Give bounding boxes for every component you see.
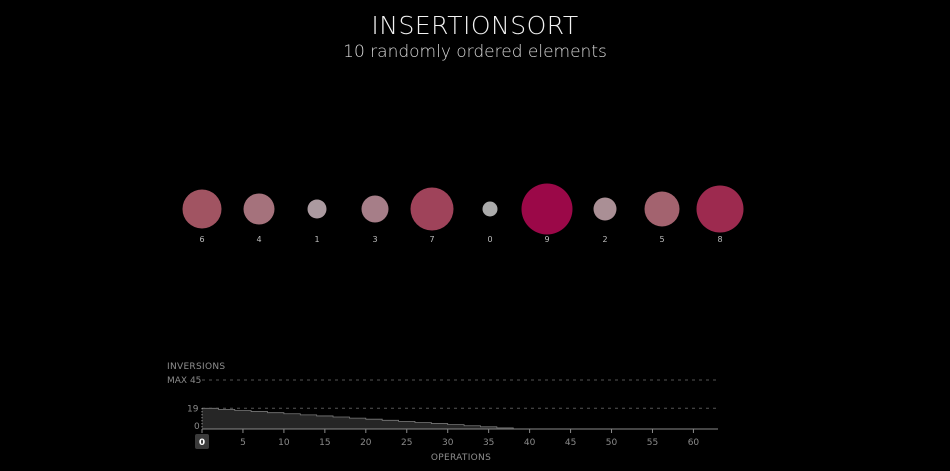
x-tick-label-10: 10 (278, 438, 290, 448)
operations-axis-title: OPERATIONS (431, 453, 491, 463)
element-label-9: 9 (544, 235, 549, 244)
element-label-2: 2 (602, 235, 607, 244)
current-operation-marker (195, 434, 209, 449)
element-label-1: 1 (314, 235, 319, 244)
x-tick-label-25: 25 (401, 438, 412, 448)
x-tick-label-30: 30 (442, 438, 454, 448)
element-circle-0[interactable] (482, 201, 498, 217)
x-tick-label-5: 5 (240, 438, 246, 448)
x-tick-label-60: 60 (688, 438, 700, 448)
element-circle-8[interactable] (696, 185, 744, 233)
element-label-8: 8 (717, 235, 722, 244)
element-label-4: 4 (256, 235, 261, 244)
element-label-0: 0 (487, 235, 492, 244)
x-tick-label-20: 20 (360, 438, 372, 448)
element-circle-2[interactable] (593, 197, 617, 221)
element-circle-9[interactable] (521, 183, 573, 235)
element-label-7: 7 (429, 235, 434, 244)
max-label: MAX 45 (167, 376, 201, 386)
page-subtitle: 10 randomly ordered elements (343, 42, 607, 62)
page-title: INSERTIONSORT (371, 11, 579, 40)
element-circle-3[interactable] (361, 195, 389, 223)
zero-label: 0 (194, 422, 200, 432)
x-tick-label-50: 50 (606, 438, 618, 448)
inversions-axis-title: INVERSIONS (167, 362, 225, 372)
current-inversions-label: 19 (187, 404, 199, 414)
element-label-3: 3 (372, 235, 377, 244)
inversions-line (202, 407, 514, 429)
x-tick-label-40: 40 (524, 438, 536, 448)
element-circle-4[interactable] (243, 193, 275, 225)
x-tick-label-15: 15 (319, 438, 330, 448)
current-operation-label: 0 (199, 438, 205, 448)
element-circle-5[interactable] (644, 191, 680, 227)
element-label-5: 5 (659, 235, 664, 244)
x-tick-label-45: 45 (565, 438, 576, 448)
x-tick-label-55: 55 (647, 438, 658, 448)
element-circle-7[interactable] (410, 187, 454, 231)
element-label-6: 6 (199, 235, 204, 244)
element-circle-6[interactable] (182, 189, 222, 229)
x-tick-label-35: 35 (483, 438, 494, 448)
element-circle-1[interactable] (307, 199, 327, 219)
